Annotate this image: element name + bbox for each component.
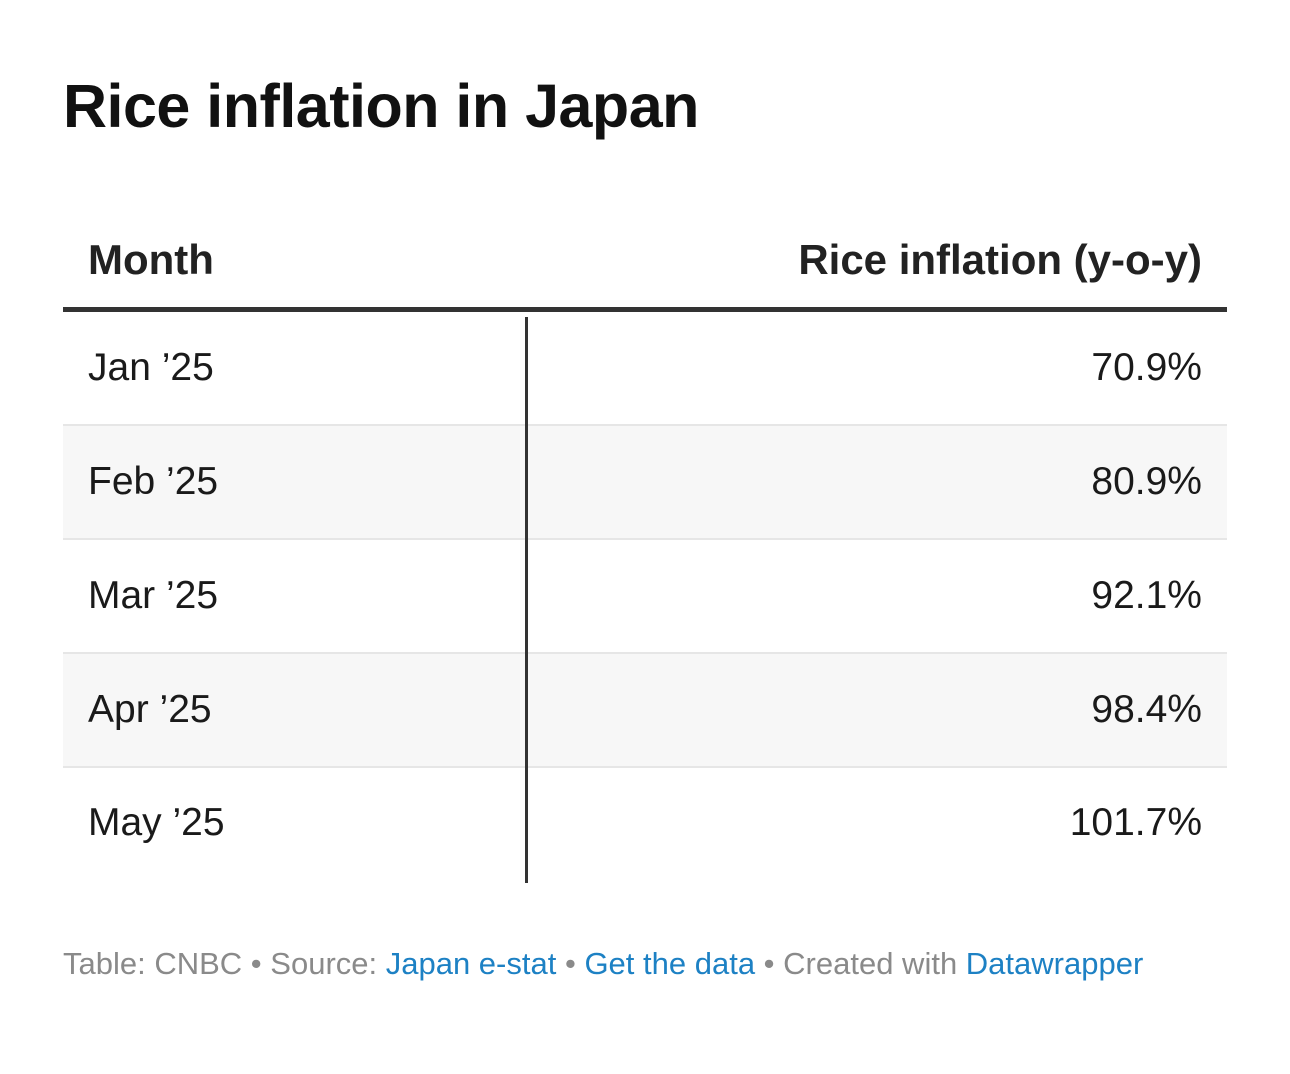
- column-divider: [525, 317, 528, 883]
- table-row: Feb ’25 80.9%: [63, 426, 1227, 540]
- value-cell: 80.9%: [1091, 460, 1202, 503]
- table-credit: Table: CNBC: [63, 946, 243, 981]
- table-row: May ’25 101.7%: [63, 768, 1227, 878]
- source-link[interactable]: Japan e-stat: [385, 946, 557, 981]
- footer-separator: •: [755, 946, 784, 981]
- chart-title: Rice inflation in Japan: [63, 72, 699, 140]
- month-cell: Mar ’25: [88, 574, 219, 617]
- value-cell: 92.1%: [1091, 574, 1202, 617]
- datawrapper-link[interactable]: Datawrapper: [965, 946, 1144, 981]
- month-cell: Feb ’25: [88, 460, 219, 503]
- month-cell: Apr ’25: [88, 688, 212, 731]
- month-cell: May ’25: [88, 801, 225, 844]
- footer-separator: •: [556, 946, 585, 981]
- source-label: Source:: [270, 946, 386, 981]
- value-cell: 101.7%: [1069, 801, 1202, 844]
- chart-footer: Table: CNBC • Source: Japan e-stat • Get…: [63, 946, 1143, 982]
- value-cell: 70.9%: [1091, 346, 1202, 389]
- data-table: Month Rice inflation (y-o-y) Jan ’25 70.…: [63, 212, 1227, 878]
- table-row: Apr ’25 98.4%: [63, 654, 1227, 768]
- column-header-rice-inflation[interactable]: Rice inflation (y-o-y): [798, 235, 1202, 283]
- table-row: Jan ’25 70.9%: [63, 312, 1227, 426]
- footer-separator: •: [242, 946, 271, 981]
- value-cell: 98.4%: [1091, 688, 1202, 731]
- table-row: Mar ’25 92.1%: [63, 540, 1227, 654]
- created-label: Created with: [783, 946, 966, 981]
- get-data-link[interactable]: Get the data: [584, 946, 756, 981]
- column-header-month[interactable]: Month: [88, 235, 214, 283]
- table-header: Month Rice inflation (y-o-y): [63, 212, 1227, 312]
- month-cell: Jan ’25: [88, 346, 214, 389]
